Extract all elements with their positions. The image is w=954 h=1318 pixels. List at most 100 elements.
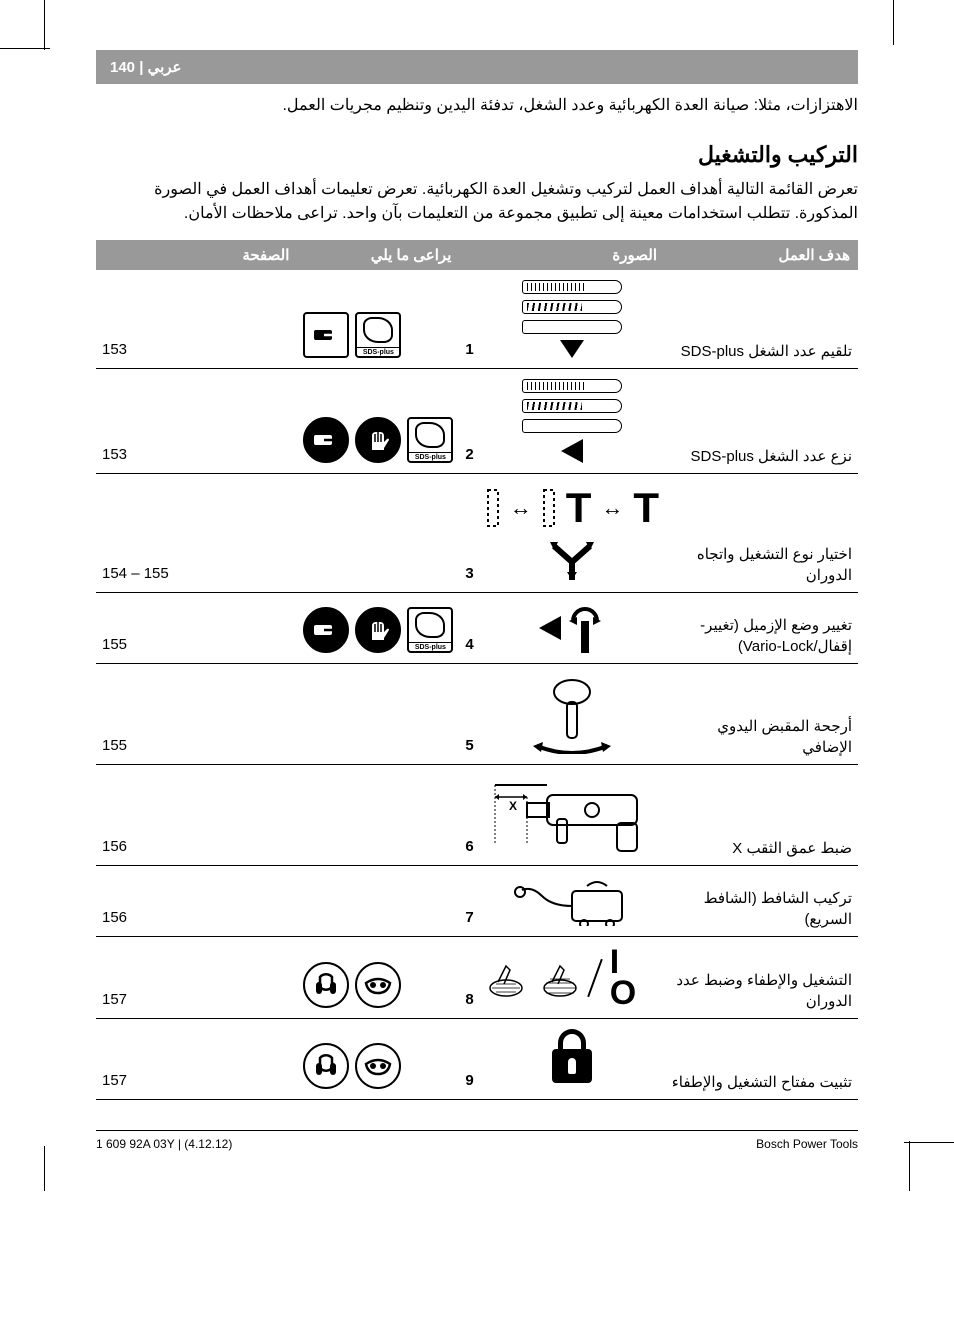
goal-cell: تثبيت مفتاح التشغيل والإطفاء (665, 1019, 858, 1100)
row-number: 4 (459, 593, 479, 664)
row-number: 5 (459, 664, 479, 765)
sds-plus-icon: SDS-plus (407, 417, 453, 463)
page-cell: 154 – 155 (96, 474, 297, 593)
table-row: تثبيت مفتاح التشغيل والإطفاء 9 (96, 1019, 858, 1100)
page-cell: 155 (96, 593, 297, 664)
drill-bit-icon (522, 300, 622, 314)
arrow-left-icon (561, 439, 583, 463)
note-cell (297, 866, 459, 937)
insert-tool-icon (303, 312, 349, 358)
section-body: تعرض القائمة التالية أهداف العمل لتركيب … (96, 178, 858, 226)
arrow-down-icon (560, 340, 584, 358)
page-footer: 1 609 92A 03Y | (4.12.12) Bosch Power To… (96, 1130, 858, 1151)
image-cell: X (480, 765, 665, 866)
row-number: 1 (459, 270, 479, 369)
goal-cell: أرجحة المقبض اليدوي الإضافي (665, 664, 858, 765)
goal-cell: تلقيم عدد الشغل SDS-plus (665, 270, 858, 369)
page-header: عربي | 140 (96, 50, 858, 84)
remove-tool-icon (303, 417, 349, 463)
crop-mark (0, 48, 50, 49)
image-cell (480, 1019, 665, 1100)
col-header-goal: هدف العمل (665, 240, 858, 270)
glove-icon (355, 607, 401, 653)
image-cell (480, 270, 665, 369)
table-row: ضبط عمق الثقب X X (96, 765, 858, 866)
note-cell: SDS-plus (297, 593, 459, 664)
drill-bit-icon (522, 399, 622, 413)
remove-tool-icon (303, 607, 349, 653)
page-cell: 153 (96, 369, 297, 474)
vacuum-icon (512, 876, 632, 926)
page-cell: 157 (96, 937, 297, 1019)
table-row: أرجحة المقبض اليدوي الإضافي 5 155 (96, 664, 858, 765)
page-cell: 157 (96, 1019, 297, 1100)
flat-chisel-bit-icon (522, 379, 622, 393)
sds-plus-icon: SDS-plus (407, 607, 453, 653)
press-fast-icon (540, 958, 580, 998)
padlock-icon (547, 1029, 597, 1089)
row-number: 2 (459, 369, 479, 474)
row-number: 9 (459, 1019, 479, 1100)
image-cell (480, 664, 665, 765)
col-header-page: الصفحة (96, 240, 297, 270)
image-cell (480, 593, 665, 664)
point-chisel-icon (522, 419, 622, 433)
image-cell (480, 866, 665, 937)
section-heading: التركيب والتشغيل (96, 142, 858, 168)
crop-mark (893, 0, 894, 45)
intro-text: الاهتزازات، مثلا: صيانة العدة الكهربائية… (96, 94, 858, 118)
page-cell: 156 (96, 765, 297, 866)
col-header-note: يراعى ما يلي (297, 240, 459, 270)
note-cell (297, 474, 459, 593)
footer-left: 1 609 92A 03Y | (4.12.12) (96, 1137, 232, 1151)
ear-protection-icon (303, 1043, 349, 1089)
table-row: تلقيم عدد الشغل SDS-plus 1 (96, 270, 858, 369)
sds-plus-icon: SDS-plus (355, 312, 401, 358)
mode-selector-icon: ↔ T ↔ T (486, 484, 659, 532)
goal-cell: اختيار نوع التشغيل واتجاه الدوران (665, 474, 858, 593)
flat-chisel-bit-icon (522, 280, 622, 294)
page-cell: 153 (96, 270, 297, 369)
row-number: 8 (459, 937, 479, 1019)
vario-lock-icon (539, 603, 605, 653)
table-row: تركيب الشافط (الشافط السريع) 7 (96, 866, 858, 937)
col-header-image: الصورة (459, 240, 665, 270)
goal-cell: تركيب الشافط (الشافط السريع) (665, 866, 858, 937)
ear-protection-icon (303, 962, 349, 1008)
image-cell (480, 369, 665, 474)
table-row: اختيار نوع التشغيل واتجاه الدوران ↔ T ↔ … (96, 474, 858, 593)
image-cell: ↔ T ↔ T (480, 474, 665, 593)
eye-protection-icon (355, 962, 401, 1008)
note-cell (297, 1019, 459, 1100)
glove-icon (355, 417, 401, 463)
goal-cell: التشغيل والإطفاء وضبط عدد الدوران (665, 937, 858, 1019)
note-cell: SDS-plus (297, 270, 459, 369)
goal-cell: ضبط عمق الثقب X (665, 765, 858, 866)
table-row: نزع عدد الشغل SDS-plus 2 (96, 369, 858, 474)
svg-text:X: X (509, 799, 517, 813)
row-number: 3 (459, 474, 479, 593)
goal-cell: تغيير وضع الإزميل (تغيير-إقفال/Vario-Loc… (665, 593, 858, 664)
note-cell: SDS-plus (297, 369, 459, 474)
row-number: 7 (459, 866, 479, 937)
rotation-direction-icon (547, 542, 597, 582)
aux-handle-icon (517, 674, 627, 754)
crop-mark (904, 1142, 954, 1143)
page-cell: 155 (96, 664, 297, 765)
press-slow-icon (486, 958, 526, 998)
footer-right: Bosch Power Tools (756, 1137, 858, 1151)
crop-mark (44, 1146, 45, 1191)
page-cell: 156 (96, 866, 297, 937)
depth-stop-icon: X (487, 775, 657, 855)
note-cell (297, 664, 459, 765)
note-cell (297, 765, 459, 866)
table-row: تغيير وضع الإزميل (تغيير-إقفال/Vario-Loc… (96, 593, 858, 664)
switch-io-icon: IO (610, 947, 636, 1008)
operations-table: هدف العمل الصورة يراعى ما يلي الصفحة تلق… (96, 240, 858, 1100)
row-number: 6 (459, 765, 479, 866)
goal-cell: نزع عدد الشغل SDS-plus (665, 369, 858, 474)
eye-protection-icon (355, 1043, 401, 1089)
image-cell: IO (480, 937, 665, 1019)
note-cell (297, 937, 459, 1019)
page-number-label: عربي | 140 (110, 59, 181, 76)
